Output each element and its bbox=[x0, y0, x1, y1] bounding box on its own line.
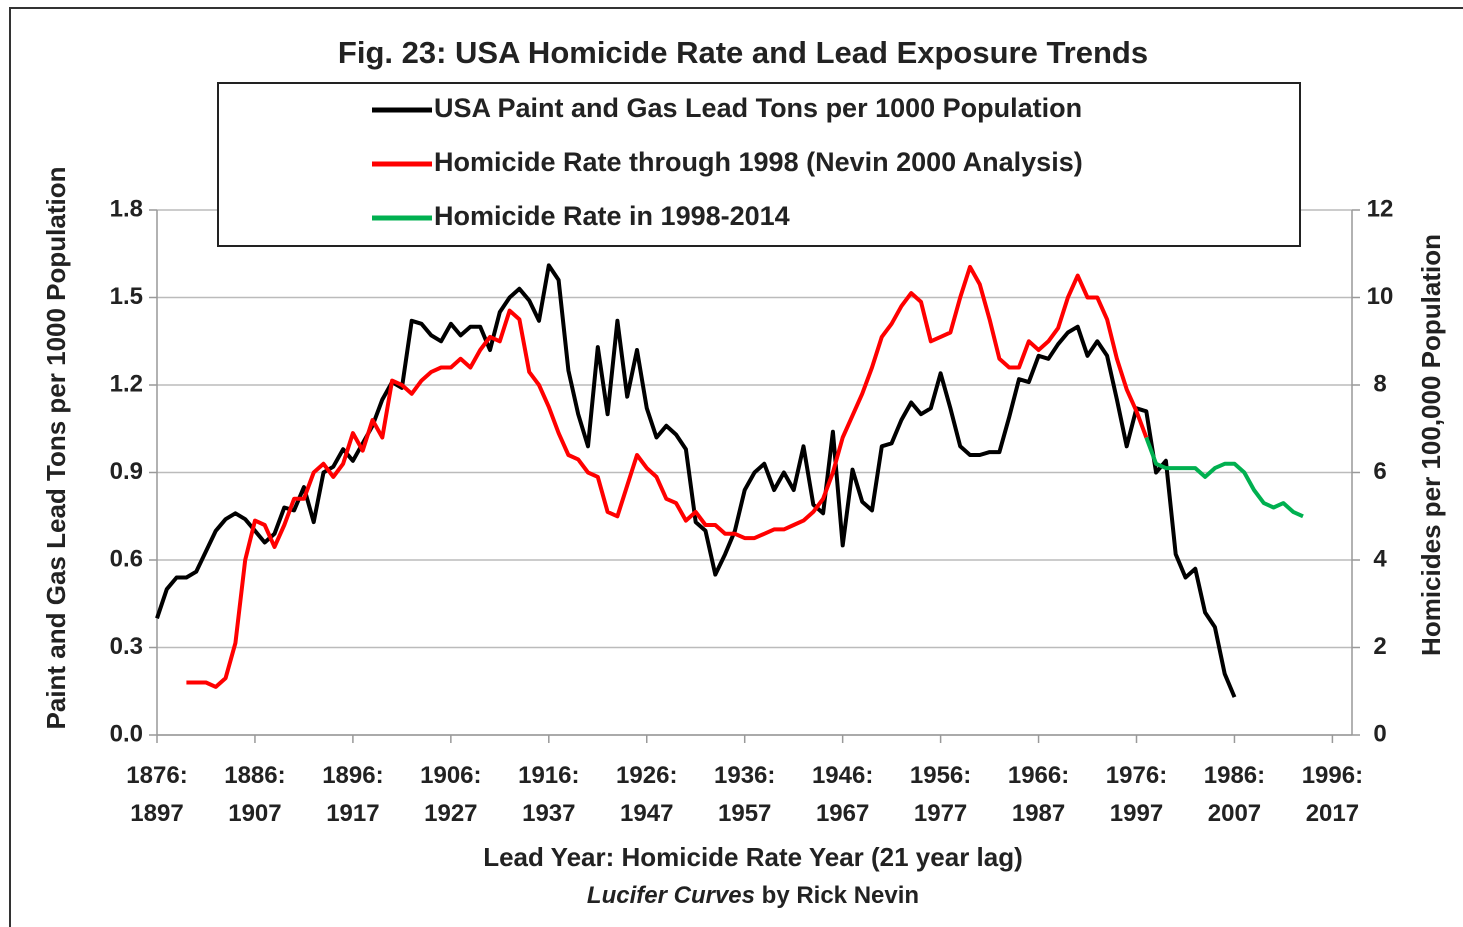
y-tick-label: 0.6 bbox=[110, 545, 143, 572]
y2-tick-label: 6 bbox=[1373, 458, 1386, 485]
x-tick-label: 1926: 1947 bbox=[616, 762, 678, 827]
x-tick-label: 1876: 1897 bbox=[126, 762, 188, 827]
legend-label: Homicide Rate through 1998 (Nevin 2000 A… bbox=[434, 147, 1083, 177]
legend-label: USA Paint and Gas Lead Tons per 1000 Pop… bbox=[434, 93, 1082, 123]
y-axis-label: Paint and Gas Lead Tons per 1000 Populat… bbox=[41, 167, 71, 730]
credit: Lucifer Curves by Rick Nevin bbox=[587, 882, 919, 909]
credit-author: by Rick Nevin bbox=[762, 882, 919, 909]
x-tick-label: 1996: 2017 bbox=[1301, 762, 1364, 827]
y-tick-label: 0.0 bbox=[110, 720, 143, 747]
x-tick-label: 1976: 1997 bbox=[1105, 762, 1168, 827]
credit-title: Lucifer Curves bbox=[587, 882, 755, 909]
y2-tick-label: 0 bbox=[1373, 720, 1386, 747]
lines-layer bbox=[155, 263, 1304, 698]
frame bbox=[9, 7, 1463, 927]
x-tick-label: 1896: 1917 bbox=[322, 762, 384, 827]
y2-tick-label: 2 bbox=[1373, 633, 1386, 660]
y2-tick-label: 12 bbox=[1367, 195, 1394, 222]
series-line bbox=[155, 263, 1237, 698]
x-tick-label: 1906: 1927 bbox=[420, 762, 482, 827]
legend-label: Homicide Rate in 1998-2014 bbox=[434, 201, 790, 231]
y2-axis-label: Homicides per 100,000 Population bbox=[1416, 234, 1446, 656]
series-line bbox=[1144, 436, 1304, 519]
y-tick-label: 1.5 bbox=[110, 283, 143, 310]
y-tick-label: 0.3 bbox=[110, 633, 143, 660]
x-tick-label: 1916: 1937 bbox=[518, 762, 580, 827]
x-tick-label: 1946: 1967 bbox=[811, 762, 874, 827]
chart-title: Fig. 23: USA Homicide Rate and Lead Expo… bbox=[338, 35, 1148, 70]
legend: USA Paint and Gas Lead Tons per 1000 Pop… bbox=[372, 93, 1083, 231]
x-tick-label: 1966: 1987 bbox=[1007, 762, 1070, 827]
y2-tick-label: 4 bbox=[1373, 545, 1387, 572]
y-tick-label: 1.8 bbox=[110, 195, 143, 222]
y-tick-label: 1.2 bbox=[110, 370, 143, 397]
x-tick-label: 1886: 1907 bbox=[224, 762, 286, 827]
series-line bbox=[186, 264, 1149, 689]
x-tick-label: 1956: 1977 bbox=[909, 762, 972, 827]
y2-tick-label: 10 bbox=[1367, 283, 1394, 310]
y-tick-label: 0.9 bbox=[110, 458, 143, 485]
y2-tick-label: 8 bbox=[1373, 370, 1386, 397]
x-axis-label: Lead Year: Homicide Rate Year (21 year l… bbox=[483, 842, 1023, 872]
x-tick-label: 1936: 1957 bbox=[714, 762, 776, 827]
x-tick-label: 1986: 2007 bbox=[1203, 762, 1266, 827]
